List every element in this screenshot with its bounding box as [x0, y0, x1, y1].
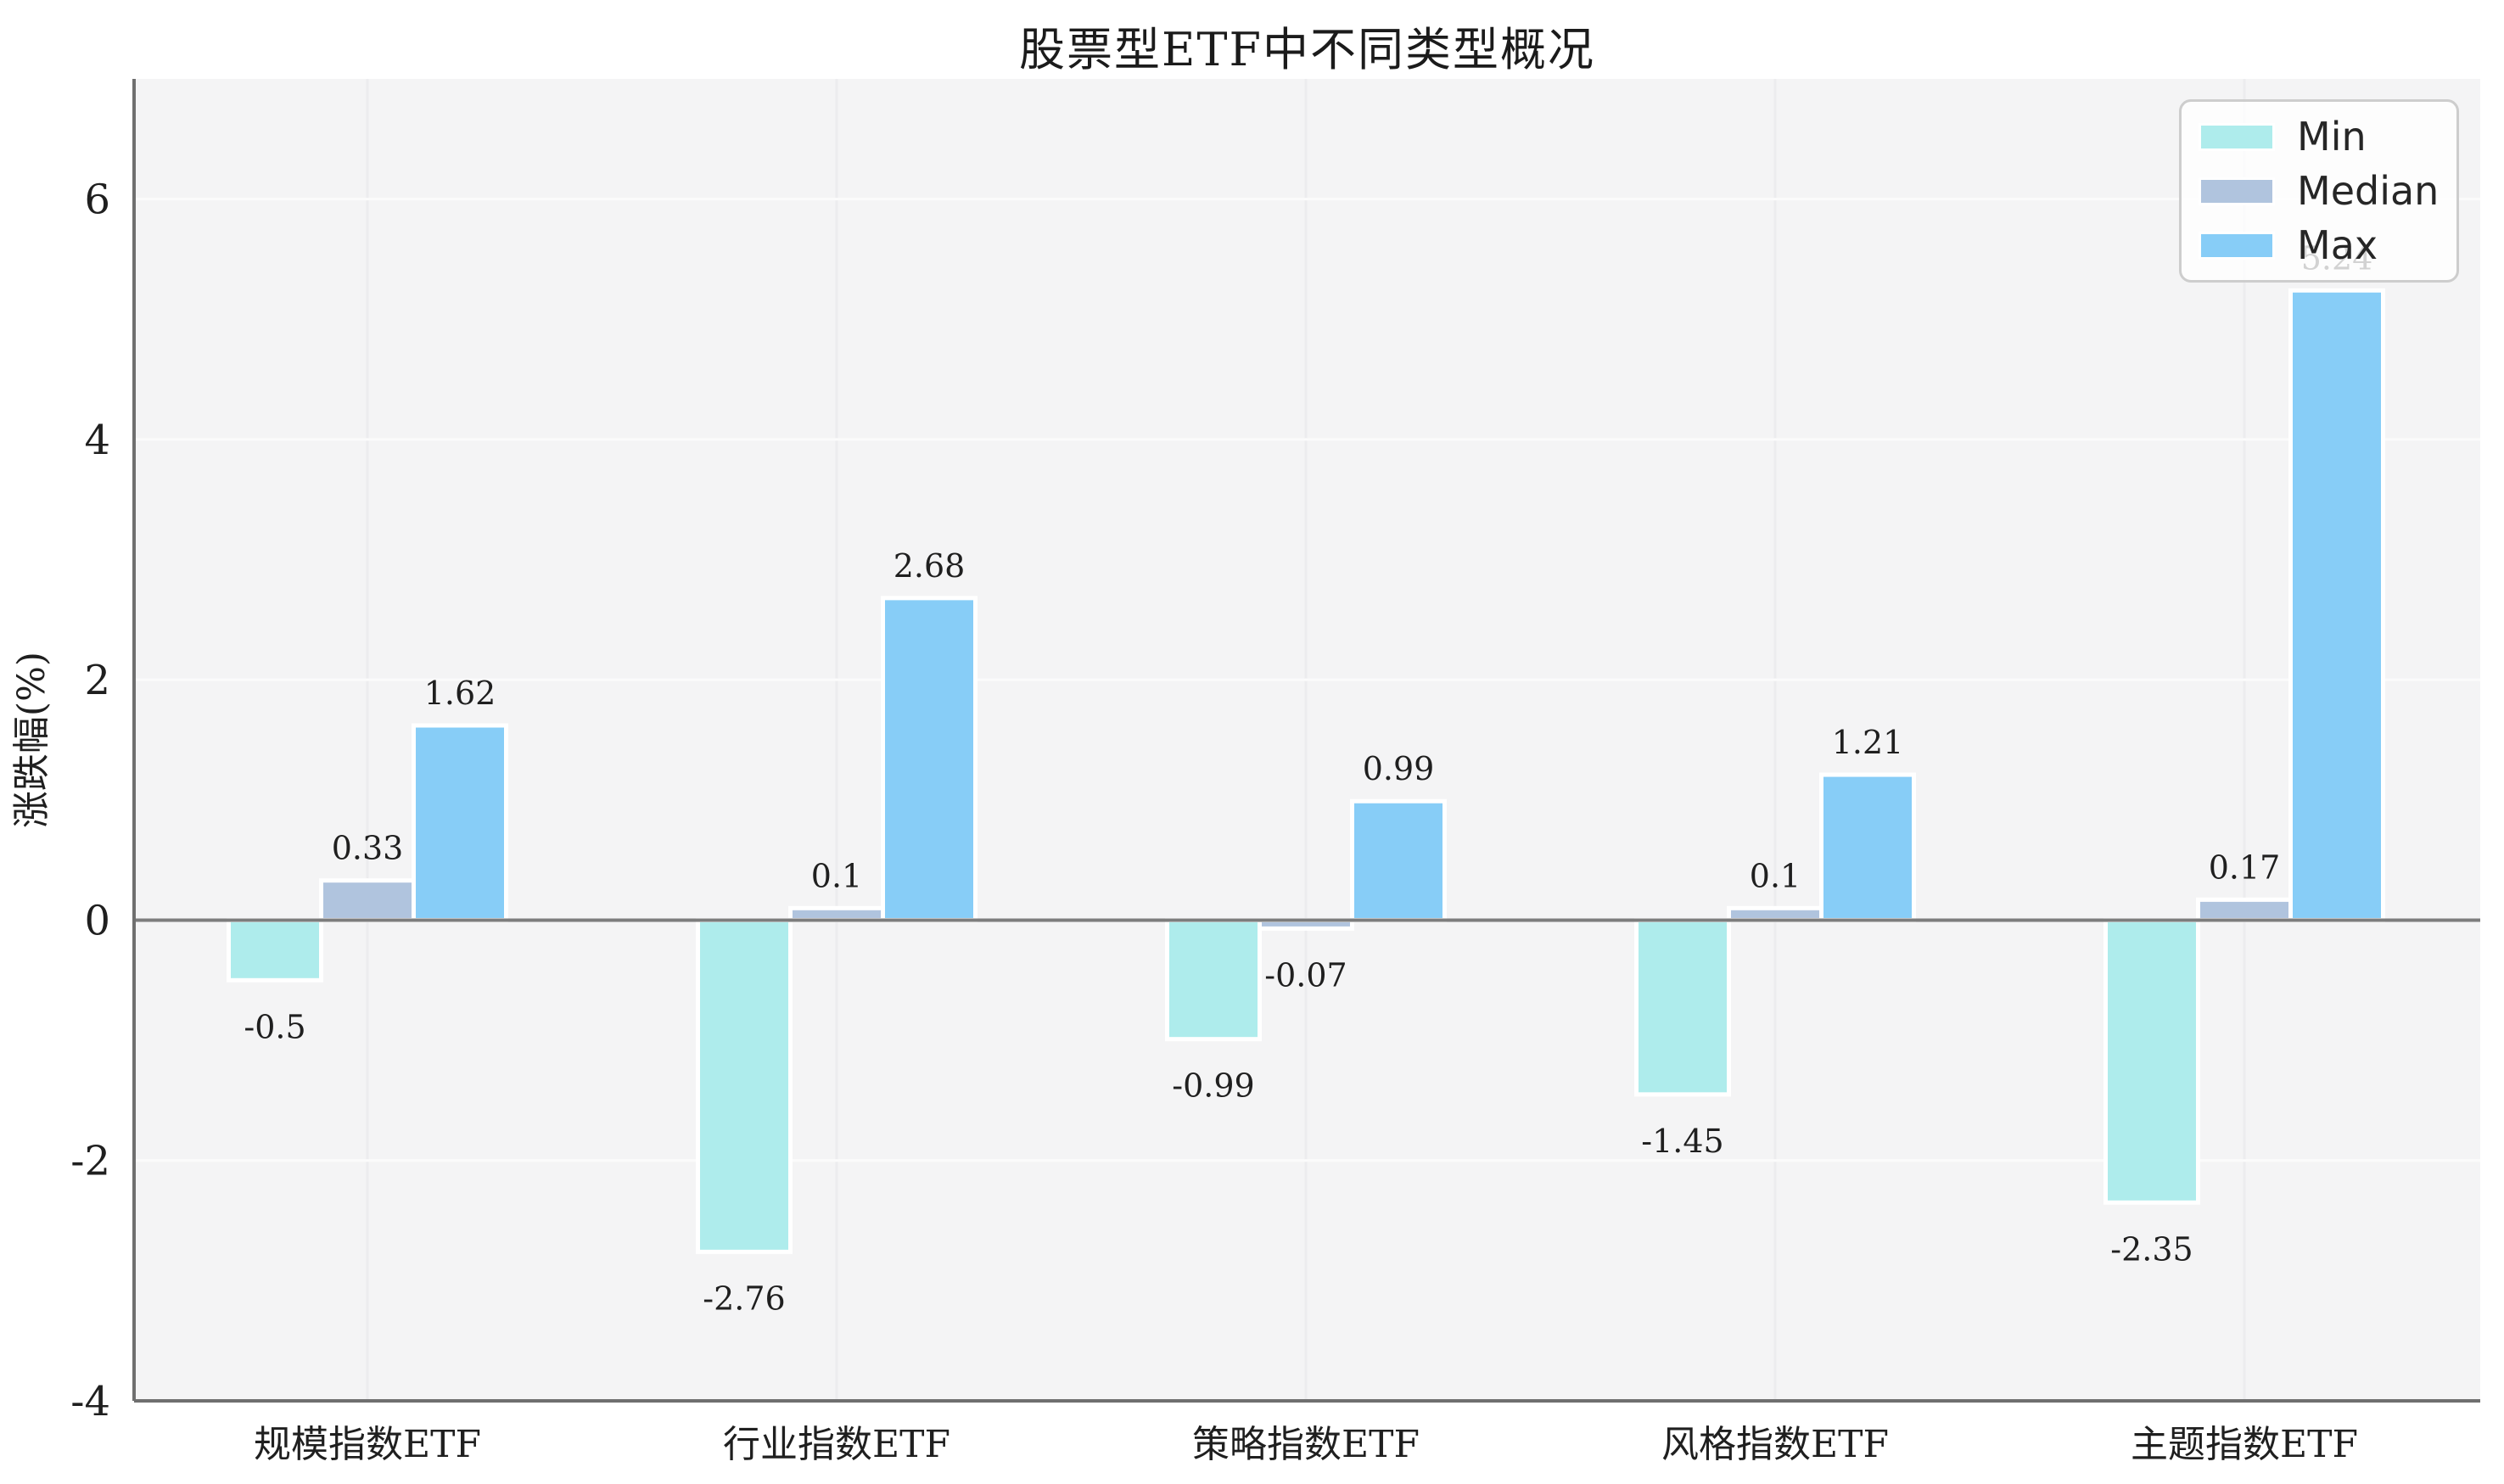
bar-max-1: [881, 596, 978, 922]
legend-item-min: Min: [2199, 112, 2456, 161]
bar-max-3: [1819, 772, 1916, 922]
y-tick-label-0: 0: [84, 897, 110, 944]
y-axis-label: 涨跌幅(%): [10, 652, 53, 828]
y-tick-label--2: -2: [70, 1138, 110, 1185]
y-tick-label-4: 4: [84, 417, 110, 464]
y-tick-label-2: 2: [84, 657, 110, 704]
y-tick-label-6: 6: [84, 176, 110, 224]
bar-max-0: [412, 723, 508, 922]
x-tick-label-0: 规模指数ETF: [254, 1423, 481, 1466]
bar-median-0: [319, 878, 416, 922]
bar-median-4: [2196, 897, 2293, 922]
bar-value-label-median-2: -0.07: [1264, 956, 1347, 994]
bar-median-3: [1727, 905, 1823, 922]
legend-item-max: Max: [2199, 221, 2456, 270]
bar-value-label-median-0: 0.33: [332, 830, 404, 867]
bar-value-label-max-1: 2.68: [893, 547, 966, 585]
x-tick-label-3: 风格指数ETF: [1661, 1423, 1889, 1466]
y-tick-label--4: -4: [70, 1378, 110, 1425]
bar-value-label-max-2: 0.99: [1363, 750, 1435, 787]
bar-min-1: [696, 917, 793, 1254]
bar-min-0: [227, 917, 323, 983]
legend-label-median: Median: [2297, 168, 2440, 214]
legend-swatch-min: [2199, 122, 2275, 151]
bar-value-label-min-0: -0.5: [244, 1008, 305, 1045]
legend: Min Median Max: [2179, 99, 2459, 283]
bar-min-4: [2103, 917, 2200, 1205]
bar-max-2: [1350, 798, 1447, 922]
legend-item-median: Median: [2199, 166, 2456, 216]
legend-label-min: Min: [2297, 114, 2367, 160]
bar-value-label-max-0: 1.62: [424, 675, 496, 712]
legend-swatch-median: [2199, 176, 2275, 205]
bar-value-label-min-2: -0.99: [1172, 1067, 1254, 1105]
bar-max-4: [2288, 288, 2385, 922]
legend-swatch-max: [2199, 231, 2275, 260]
x-tick-label-2: 策略指数ETF: [1192, 1423, 1420, 1466]
bar-value-label-min-1: -2.76: [703, 1280, 785, 1317]
x-tick-label-4: 主题指数ETF: [2131, 1423, 2358, 1466]
bar-value-label-median-3: 0.1: [1750, 857, 1801, 894]
bar-min-2: [1165, 917, 1262, 1042]
bar-value-label-median-1: 0.1: [811, 857, 862, 894]
bar-value-label-min-3: -1.45: [1641, 1123, 1723, 1160]
bar-min-3: [1634, 917, 1731, 1097]
bar-median-1: [788, 905, 885, 922]
bar-value-label-min-4: -2.35: [2110, 1230, 2193, 1268]
bar-value-label-max-3: 1.21: [1832, 724, 1904, 761]
x-tick-label-1: 行业指数ETF: [723, 1423, 950, 1466]
legend-label-max: Max: [2297, 222, 2378, 268]
bar-value-label-median-4: 0.17: [2209, 848, 2281, 886]
chart-title: 股票型ETF中不同类型概况: [1019, 23, 1595, 76]
